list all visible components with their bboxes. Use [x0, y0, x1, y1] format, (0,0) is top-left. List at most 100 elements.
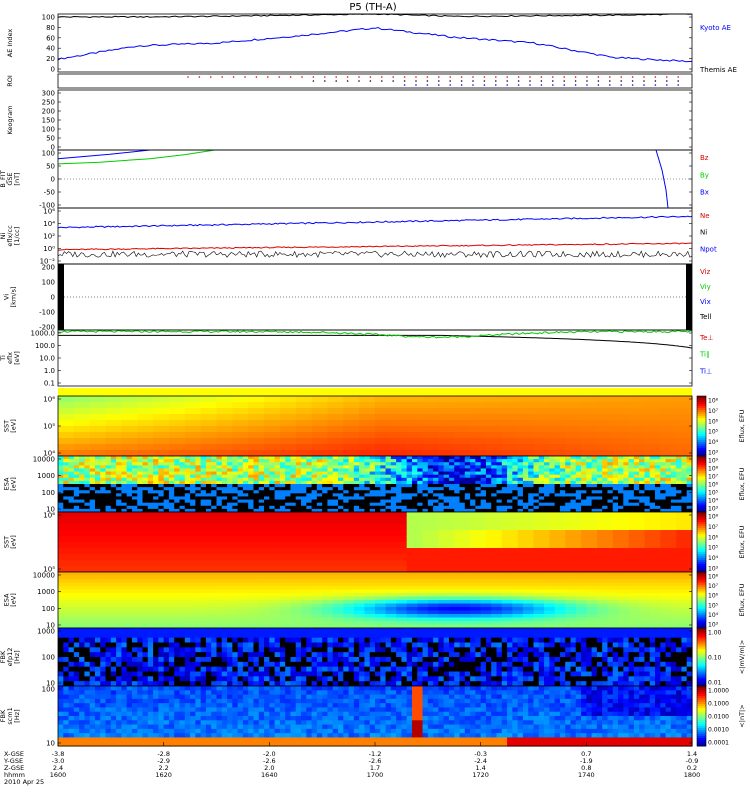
spectrogram-cell: [533, 468, 540, 473]
spectrogram-cell: [179, 456, 186, 460]
spectrogram-cell: [628, 530, 646, 537]
colorbar-cell: [697, 491, 706, 494]
spectrogram-cell: [538, 502, 545, 507]
spectrogram-cell: [581, 444, 598, 451]
spectrogram-cell: [163, 610, 175, 615]
spectrogram-cell: [359, 530, 376, 537]
spectrogram-cell: [153, 414, 170, 421]
spectrogram-cell: [158, 493, 165, 498]
spectrogram-cell: [216, 586, 228, 591]
spectrogram-cell: [607, 459, 614, 463]
spectrogram-cell: [253, 647, 260, 653]
spectrogram-cell: [596, 493, 603, 498]
spectrogram-cell: [105, 493, 112, 498]
spectrogram-cell: [195, 681, 202, 687]
spectrogram-cell: [353, 487, 360, 491]
spectrogram-cell: [121, 487, 128, 491]
spectrogram-cell: [200, 468, 207, 473]
spectrogram-cell: [163, 477, 170, 482]
spectrogram-cell: [131, 508, 138, 513]
spectrogram-cell: [390, 566, 408, 573]
spectrogram-cell: [279, 586, 292, 591]
spectrogram-cell: [184, 468, 191, 473]
spectrogram-cell: [538, 468, 545, 473]
spectrogram-cell: [79, 652, 86, 658]
spectrogram-cell: [142, 575, 154, 580]
spectrogram-cell: [274, 666, 281, 673]
spectrogram-cell: [459, 459, 466, 463]
spectrogram-cell: [459, 502, 466, 507]
spectrogram-cell: [311, 661, 318, 668]
roi-dot: [358, 76, 360, 78]
spectrogram-cell: [131, 666, 138, 673]
spectrogram-cell: [153, 477, 159, 482]
spectrogram-cell: [316, 477, 323, 482]
spectrogram-cell: [644, 468, 651, 473]
spectrogram-cell: [596, 575, 609, 580]
spectrogram-cell: [507, 462, 513, 466]
spectrogram-cell: [301, 614, 313, 619]
spectrogram-cell: [491, 572, 503, 577]
spectrogram-cell: [327, 396, 344, 403]
spectrogram-cell: [459, 480, 466, 485]
spectrogram-cell: [581, 566, 598, 573]
spectrogram-cell: [438, 426, 455, 433]
spectrogram-cell: [676, 456, 683, 460]
spectrogram-cell: [269, 456, 276, 460]
spectrogram-cell: [153, 459, 159, 463]
spectrogram-cell: [438, 471, 445, 476]
spectrogram-cell: [205, 610, 218, 615]
spectrogram-cell: [179, 459, 186, 463]
spectrogram-cell: [454, 518, 471, 525]
spectrogram-cell: [618, 477, 624, 482]
spectrogram-cell: [105, 637, 112, 644]
spectrogram-cell: [448, 589, 461, 594]
spectrogram-cell: [655, 459, 661, 463]
spectrogram-cell: [565, 586, 577, 591]
spectrogram-cell: [232, 438, 249, 445]
spectrogram-cell: [227, 661, 233, 668]
spectrogram-cell: [84, 666, 91, 673]
spectrogram-cell: [311, 484, 318, 488]
colorbar-cell: [697, 402, 706, 405]
spectrogram-cell: [422, 468, 429, 473]
spectrogram-cell: [105, 396, 122, 403]
spectrogram-cell: [237, 468, 244, 473]
spectrogram-cell: [628, 456, 635, 460]
spectrogram-cell: [332, 465, 339, 470]
spectrogram-cell: [623, 477, 630, 482]
spectrogram-cell: [480, 456, 487, 460]
spectrogram-cell: [507, 477, 513, 482]
spectrogram-cell: [322, 593, 334, 598]
spectrogram-cell: [290, 582, 302, 587]
spectrogram-cell: [89, 402, 107, 409]
spectrogram-cell: [507, 465, 513, 470]
spectrogram-cell: [438, 575, 450, 580]
spectrogram-cell: [248, 593, 260, 598]
roi-dot: [381, 76, 383, 78]
spectrogram-cell: [517, 477, 524, 482]
spectrogram-cell: [517, 471, 524, 476]
spectrogram-cell: [491, 624, 503, 629]
spectrogram-cell: [612, 480, 619, 485]
spectrogram-cell: [549, 560, 566, 567]
spectrogram-cell: [190, 493, 196, 498]
spectrogram-cell: [660, 603, 672, 608]
spectrogram-cell: [73, 462, 80, 466]
spectrogram-cell: [448, 462, 455, 466]
y-label-line: Ti: [0, 355, 7, 362]
spectrogram-cell: [94, 496, 101, 501]
spectrogram-cell: [100, 657, 107, 663]
spectrogram-cell: [216, 614, 228, 619]
spectrogram-cell: [168, 657, 175, 663]
y-tick-label: -100: [39, 202, 55, 210]
spectrogram-cell: [596, 614, 609, 619]
spectrogram-cell: [612, 450, 630, 457]
spectrogram-cell: [84, 468, 91, 473]
y-label: Vi [km/s]: [3, 287, 18, 308]
spectrogram-cell: [433, 456, 439, 460]
spectrogram-cell: [581, 487, 587, 491]
spectrogram-cell: [565, 505, 572, 510]
spectrogram-cell: [612, 456, 619, 460]
spectrogram-cell: [375, 450, 392, 457]
